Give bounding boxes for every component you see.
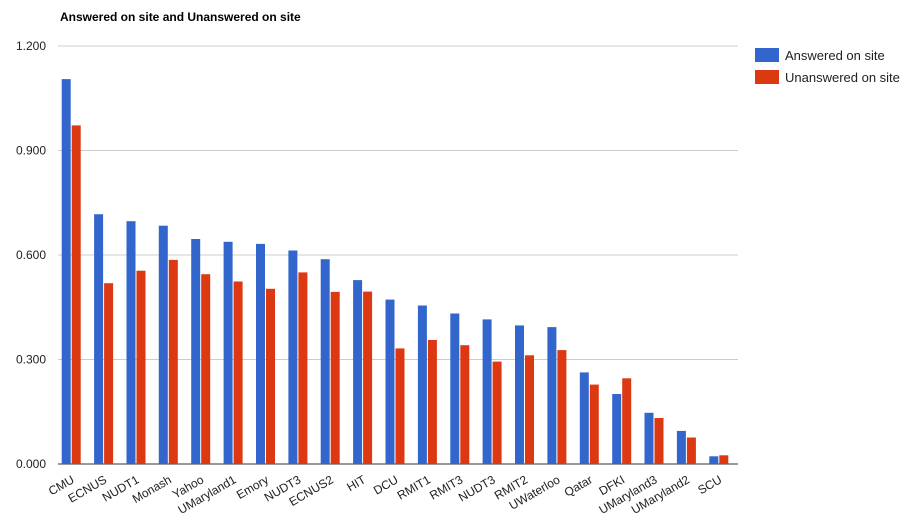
legend-label-unanswered: Unanswered on site [785,69,900,85]
bar-answered [256,243,265,464]
bar-answered [191,239,201,464]
y-tick-label: 0.600 [16,248,46,262]
legend-swatch-unanswered [755,70,779,84]
x-tick-label: RMIT1 [395,472,433,502]
bar-unanswered [201,274,211,464]
legend: Answered on site Unanswered on site [755,44,900,88]
bar-unanswered [363,291,373,464]
bar-answered [482,319,492,464]
y-tick-label: 0.900 [16,144,46,158]
x-tick-label: Qatar [562,472,595,499]
bar-unanswered [589,384,599,464]
bar-answered [126,221,136,464]
bar-unanswered [427,340,437,464]
chart-title: Answered on site and Unanswered on site [60,10,301,24]
bar-unanswered [233,281,243,464]
x-tick-label: NUDT3 [456,472,498,504]
bar-unanswered [557,350,567,464]
x-tick-label: HIT [344,472,368,494]
bar-answered [385,299,395,464]
bar-answered [515,325,524,464]
bar-answered [417,305,427,464]
bar-unanswered [136,270,146,464]
bar-answered [547,327,557,464]
bar-answered [320,259,330,464]
x-tick-label: SCU [695,472,724,497]
bar-unanswered [719,455,729,464]
bar-unanswered [460,345,470,464]
bar-answered [353,280,363,464]
bar-answered [644,412,654,464]
bar-answered [612,394,622,464]
bar-unanswered [395,348,405,464]
bar-answered [676,430,686,464]
bar-unanswered [525,355,534,464]
bar-answered [450,313,460,464]
bar-unanswered [330,291,340,464]
bar-unanswered [71,125,81,465]
y-tick-label: 1.200 [16,39,46,53]
legend-item-answered: Answered on site [755,44,900,66]
bar-answered [61,79,71,464]
bar-unanswered [654,418,664,464]
bar-unanswered [492,361,502,464]
bar-answered [223,241,233,464]
bar-answered [94,214,104,464]
bar-answered [288,250,298,464]
bar-unanswered [686,437,696,464]
bar-answered [158,225,168,464]
bar-unanswered [168,259,178,464]
y-tick-label: 0.300 [16,353,46,367]
legend-item-unanswered: Unanswered on site [755,66,900,88]
y-tick-label: 0.000 [16,457,46,471]
bar-unanswered [266,288,275,464]
bar-answered [709,456,719,464]
legend-swatch-answered [755,48,779,62]
bar-unanswered [622,378,632,464]
bar-unanswered [104,283,114,464]
legend-label-answered: Answered on site [785,47,885,63]
bar-answered [579,372,589,464]
bar-unanswered [298,272,308,464]
